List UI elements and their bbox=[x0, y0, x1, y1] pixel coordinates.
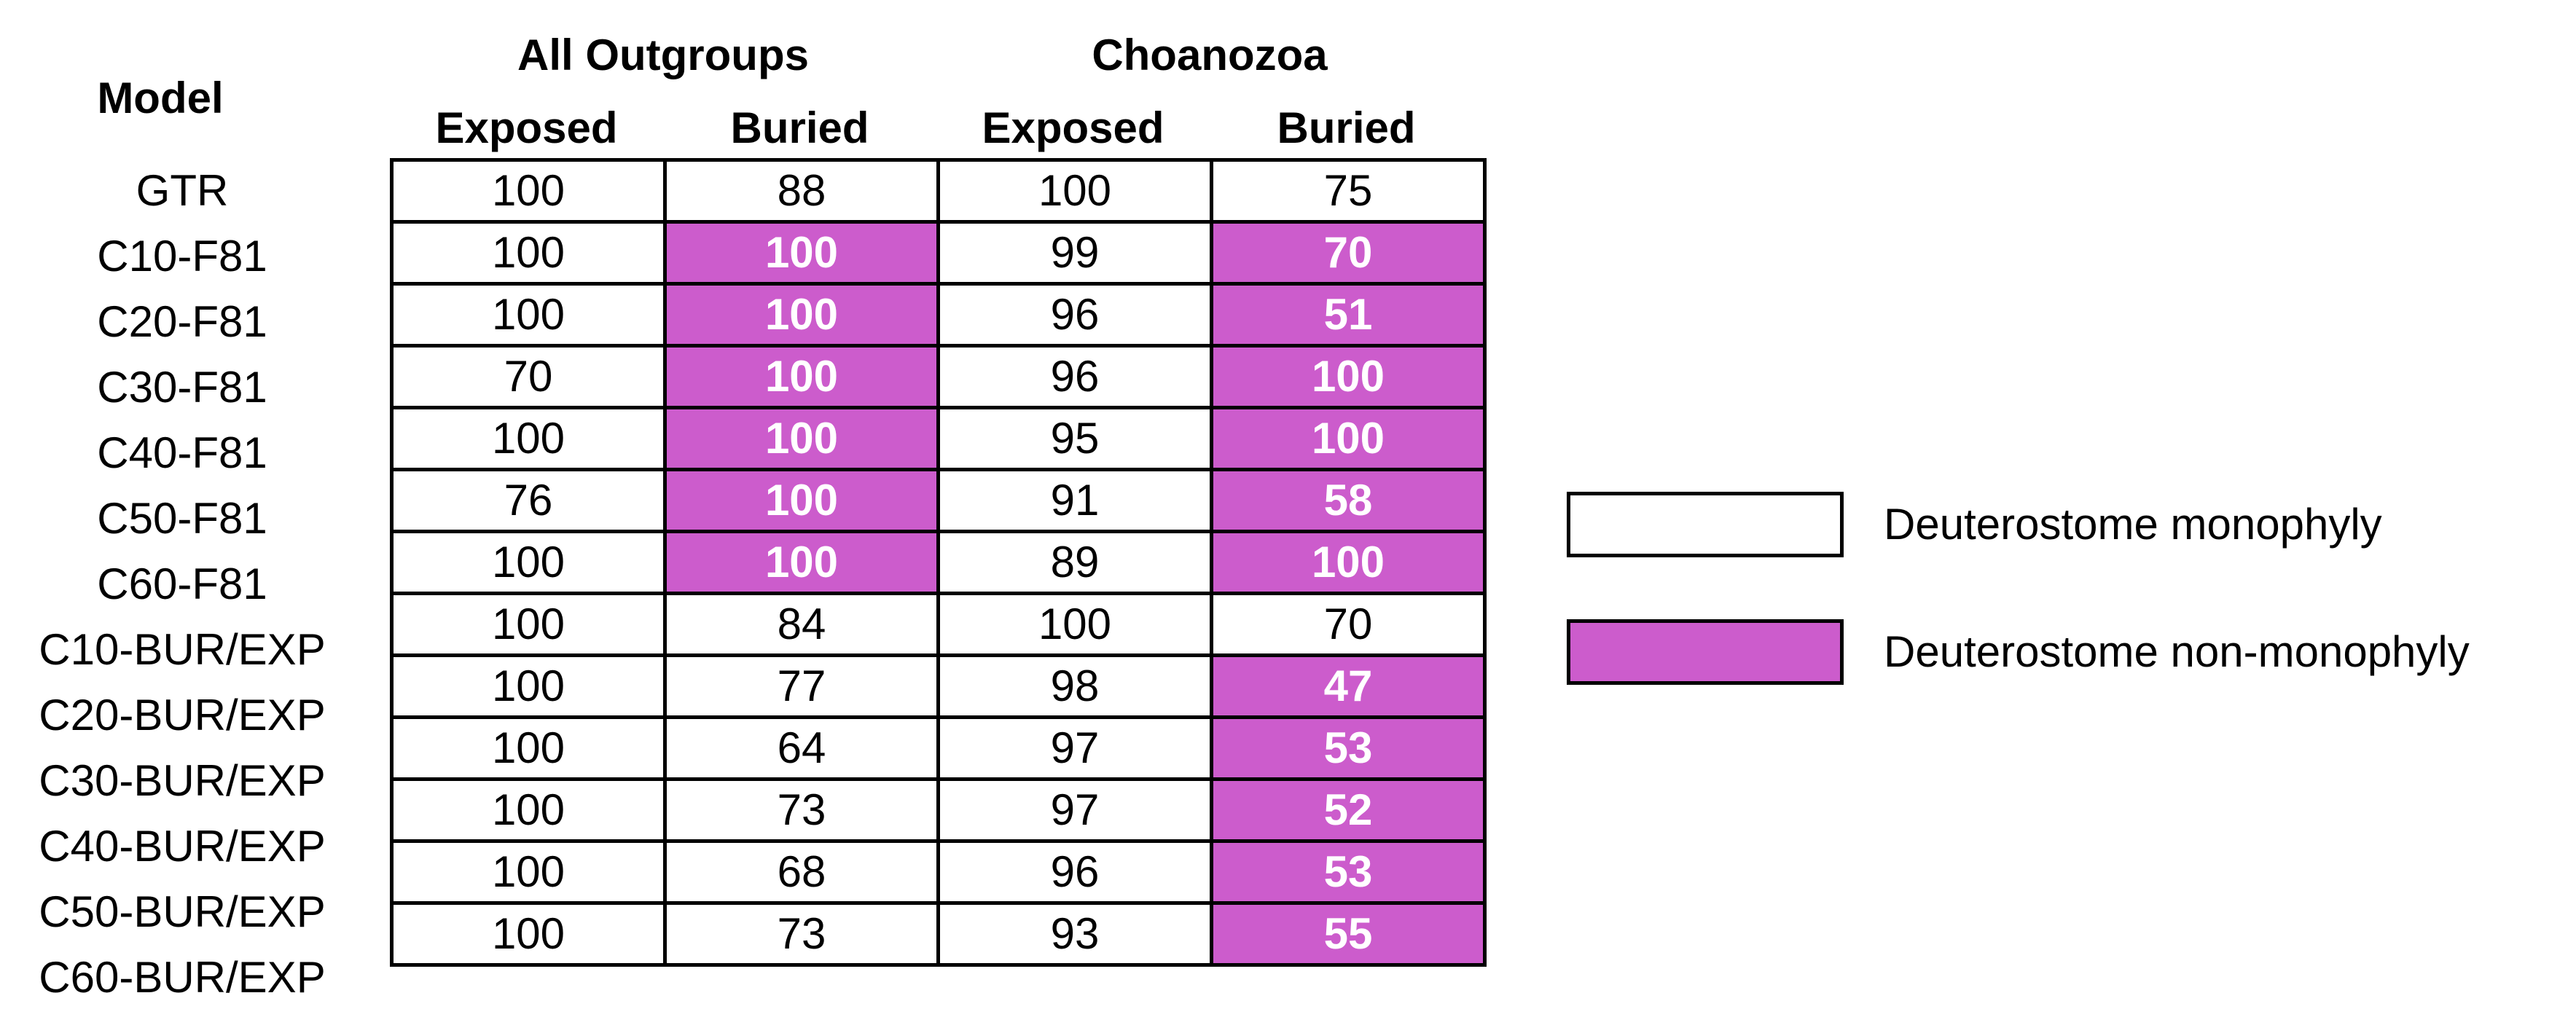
table-cell: 100 bbox=[663, 220, 940, 286]
table-cell: 73 bbox=[663, 901, 940, 967]
table-cell: 100 bbox=[663, 282, 940, 348]
table-cell: 76 bbox=[390, 468, 667, 533]
table-cell: 100 bbox=[1210, 344, 1487, 409]
table-cell: 100 bbox=[663, 530, 940, 595]
sub-header-choano-buried: Buried bbox=[1277, 103, 1416, 152]
table-cell: 100 bbox=[936, 592, 1213, 657]
table-cell: 68 bbox=[663, 839, 940, 905]
table-cell: 51 bbox=[1210, 282, 1487, 348]
table-cell: 100 bbox=[390, 839, 667, 905]
model-label: GTR bbox=[136, 166, 229, 215]
table-cell: 97 bbox=[936, 715, 1213, 781]
table-cell: 100 bbox=[390, 220, 667, 286]
table-cell: 100 bbox=[390, 901, 667, 967]
table-row: 100 84 100 70 bbox=[390, 592, 1487, 657]
table-cell: 100 bbox=[936, 158, 1213, 224]
table-row: 70 100 96 100 bbox=[390, 344, 1487, 409]
table-cell: 84 bbox=[663, 592, 940, 657]
model-label: C60-BUR/EXP bbox=[39, 953, 326, 1002]
table-cell: 100 bbox=[390, 653, 667, 719]
results-table: 100 88 100 75 100 100 99 70 100 100 96 51 70 100 96 100… bbox=[390, 158, 1487, 967]
table-cell: 99 bbox=[936, 220, 1213, 286]
table-cell: 100 bbox=[390, 158, 667, 224]
model-label: C50-BUR/EXP bbox=[39, 887, 326, 936]
model-label: C30-F81 bbox=[97, 363, 267, 412]
table-row: 100 100 89 100 bbox=[390, 530, 1487, 595]
table-cell: 100 bbox=[390, 592, 667, 657]
table-row: 100 73 97 52 bbox=[390, 777, 1487, 843]
model-label: C40-F81 bbox=[97, 428, 267, 477]
model-label: C50-F81 bbox=[97, 494, 267, 543]
table-row: 100 100 96 51 bbox=[390, 282, 1487, 348]
legend-swatch-monophyly bbox=[1567, 492, 1844, 557]
table-row: 100 73 93 55 bbox=[390, 901, 1487, 967]
group-header-choanozoa: Choanozoa bbox=[1092, 31, 1328, 79]
table-cell: 47 bbox=[1210, 653, 1487, 719]
legend-swatch-nonmonophyly bbox=[1567, 619, 1844, 685]
model-label: C20-F81 bbox=[97, 297, 267, 346]
model-label: C30-BUR/EXP bbox=[39, 756, 326, 805]
group-header-all-outgroups: All Outgroups bbox=[517, 31, 809, 79]
table-cell: 100 bbox=[663, 406, 940, 471]
table-cell: 93 bbox=[936, 901, 1213, 967]
table-cell: 100 bbox=[390, 530, 667, 595]
table-cell: 75 bbox=[1210, 158, 1487, 224]
table-row: 100 100 95 100 bbox=[390, 406, 1487, 471]
table-cell: 77 bbox=[663, 653, 940, 719]
table-cell: 96 bbox=[936, 344, 1213, 409]
table-cell: 53 bbox=[1210, 839, 1487, 905]
table-cell: 96 bbox=[936, 839, 1213, 905]
table-cell: 100 bbox=[390, 715, 667, 781]
table-cell: 73 bbox=[663, 777, 940, 843]
table-cell: 64 bbox=[663, 715, 940, 781]
model-label: C10-F81 bbox=[97, 232, 267, 280]
table-cell: 53 bbox=[1210, 715, 1487, 781]
model-label: C40-BUR/EXP bbox=[39, 822, 326, 871]
table-cell: 95 bbox=[936, 406, 1213, 471]
model-column-header: Model bbox=[97, 74, 224, 122]
table-cell: 100 bbox=[1210, 406, 1487, 471]
table-row: 100 100 99 70 bbox=[390, 220, 1487, 286]
table-row: 100 68 96 53 bbox=[390, 839, 1487, 905]
sub-header-choano-exposed: Exposed bbox=[982, 103, 1164, 152]
table-cell: 55 bbox=[1210, 901, 1487, 967]
model-label: C10-BUR/EXP bbox=[39, 625, 326, 674]
table-cell: 100 bbox=[663, 468, 940, 533]
table-cell: 97 bbox=[936, 777, 1213, 843]
table-cell: 52 bbox=[1210, 777, 1487, 843]
table-cell: 89 bbox=[936, 530, 1213, 595]
table-row: 100 88 100 75 bbox=[390, 158, 1487, 224]
model-label: C60-F81 bbox=[97, 560, 267, 608]
table-cell: 70 bbox=[1210, 592, 1487, 657]
table-cell: 100 bbox=[390, 282, 667, 348]
table-row: 100 77 98 47 bbox=[390, 653, 1487, 719]
table-cell: 88 bbox=[663, 158, 940, 224]
table-cell: 98 bbox=[936, 653, 1213, 719]
legend-label-monophyly: Deuterostome monophyly bbox=[1884, 500, 2382, 549]
table-row: 100 64 97 53 bbox=[390, 715, 1487, 781]
table-cell: 96 bbox=[936, 282, 1213, 348]
sub-header-all-buried: Buried bbox=[730, 103, 869, 152]
model-label: C20-BUR/EXP bbox=[39, 691, 326, 739]
table-cell: 70 bbox=[390, 344, 667, 409]
table-cell: 91 bbox=[936, 468, 1213, 533]
table-cell: 100 bbox=[390, 406, 667, 471]
table-cell: 100 bbox=[1210, 530, 1487, 595]
sub-header-all-exposed: Exposed bbox=[435, 103, 618, 152]
table-cell: 70 bbox=[1210, 220, 1487, 286]
table-cell: 100 bbox=[390, 777, 667, 843]
table-cell: 100 bbox=[663, 344, 940, 409]
legend-label-nonmonophyly: Deuterostome non-monophyly bbox=[1884, 627, 2470, 676]
table-row: 76 100 91 58 bbox=[390, 468, 1487, 533]
table-cell: 58 bbox=[1210, 468, 1487, 533]
